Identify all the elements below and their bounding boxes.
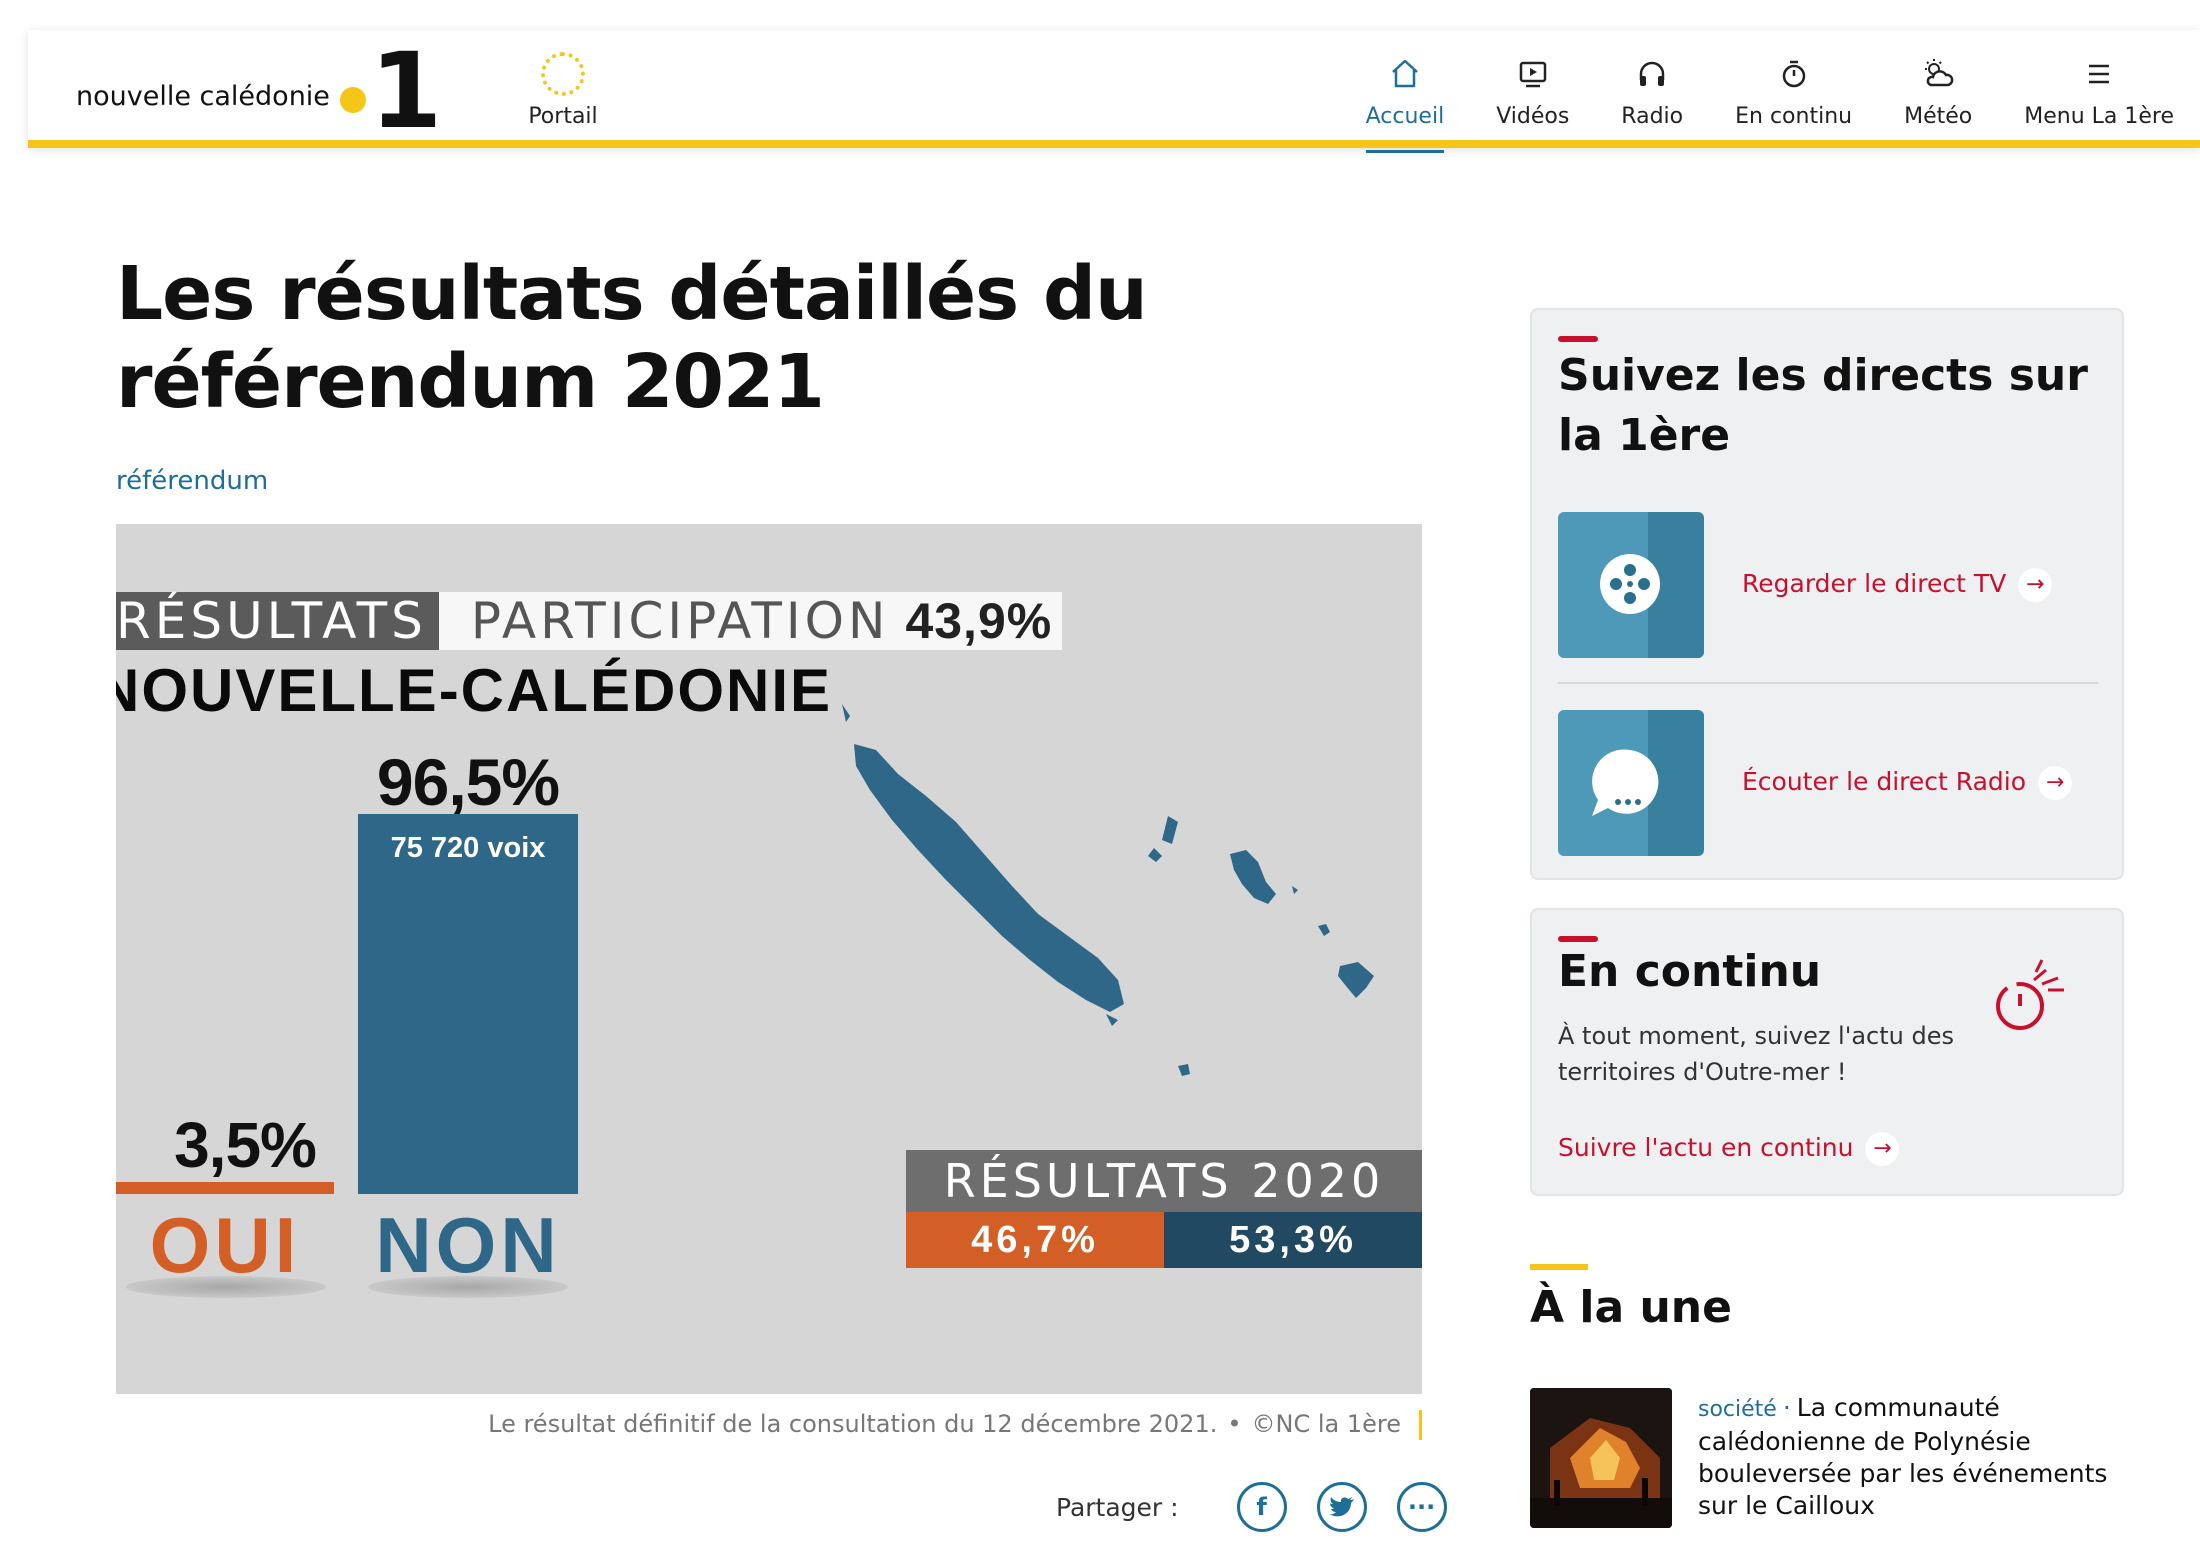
participation-value: 43,9% <box>905 593 1053 649</box>
home-icon <box>1392 59 1418 88</box>
results-2020-label: RÉSULTATS 2020 <box>906 1150 1422 1212</box>
a-la-une-accent <box>1530 1264 1588 1270</box>
new-caledonia-map <box>842 704 1374 1076</box>
news-thumbnail[interactable] <box>1530 1388 1672 1528</box>
card-accent <box>1558 936 1598 942</box>
directs-title: Suivez les directs sur la 1ère <box>1558 350 2088 461</box>
non-votes: 75 720 voix <box>390 832 546 864</box>
logo-text: nouvelle calédonie <box>76 80 330 112</box>
en-continu-description: À tout moment, suivez l'actu des territo… <box>1558 1022 1954 1086</box>
share-label: Partager : <box>1056 1492 1179 1522</box>
resultats-label: RÉSULTATS <box>116 592 439 650</box>
caption-separator: • <box>1227 1410 1242 1438</box>
en-continu-title: En continu <box>1558 946 1822 997</box>
arrow-right-icon: → <box>2038 766 2073 800</box>
direct-tv-row[interactable]: Regarder le direct TV → <box>1558 512 2098 658</box>
share-bar: Partager : f ··· <box>1056 1482 1447 1532</box>
news-item[interactable]: société · La communauté calédonienne de Po… <box>1698 1392 2118 1522</box>
portail-icon <box>541 52 585 96</box>
main-nav: Accueil Vidéos Radio En continu Météo Me… <box>1340 52 2200 153</box>
en-continu-card: En continu À tout moment, suivez l'actu … <box>1530 908 2124 1196</box>
nav-label: Accueil <box>1365 104 1445 129</box>
oui-shadow <box>126 1276 326 1298</box>
direct-radio-link[interactable]: Écouter le direct Radio → <box>1742 766 2073 800</box>
oui-bar <box>116 1182 334 1194</box>
nav-item-menu[interactable]: Menu La 1ère <box>1998 52 2200 148</box>
portail-label: Portail <box>528 104 598 129</box>
site-logo[interactable]: nouvelle calédonie 1 <box>76 30 443 152</box>
non-label: NON <box>375 1201 561 1289</box>
oui-label: OUI <box>149 1201 301 1289</box>
news-category[interactable]: société <box>1698 1397 1777 1422</box>
hamburger-menu-icon <box>2089 64 2110 84</box>
non-percentage: 96,5% <box>376 745 560 819</box>
logo-dot <box>339 87 366 113</box>
arrow-right-icon: → <box>1865 1132 1900 1166</box>
film-reel-icon <box>1600 512 1704 658</box>
facebook-share-button[interactable]: f <box>1236 1482 1287 1532</box>
nav-label: Météo <box>1904 104 1973 129</box>
nav-label: Radio <box>1621 104 1684 129</box>
logo-number: 1 <box>369 30 443 152</box>
direct-tv-label: Regarder le direct TV <box>1742 569 2007 598</box>
infographic-header: RÉSULTATS PARTICIPATION 43,9% <box>116 592 1063 650</box>
nav-item-videos[interactable]: Vidéos <box>1470 52 1595 148</box>
card-accent <box>1558 336 1598 342</box>
nav-item-radio[interactable]: Radio <box>1595 52 1709 148</box>
oui-percentage: 3,5% <box>174 1109 317 1181</box>
caption-credit: ©NC la 1ère <box>1251 1410 1401 1438</box>
caption-text: Le résultat définitif de la consultation… <box>488 1410 1218 1438</box>
en-continu-link-label: Suivre l'actu en continu <box>1558 1133 1854 1162</box>
divider <box>1558 682 2098 684</box>
direct-tv-link[interactable]: Regarder le direct TV → <box>1742 568 2053 602</box>
more-options-icon: ··· <box>1407 1493 1436 1521</box>
article-title: Les résultats détaillés du référendum 20… <box>116 251 1148 425</box>
portail-link[interactable]: Portail <box>508 52 618 129</box>
site-header: nouvelle calédonie 1 Portail Accueil Vid… <box>28 30 2200 153</box>
participation-box: PARTICIPATION 43,9% <box>438 592 1063 650</box>
tv-thumbnail <box>1558 512 1704 658</box>
stopwatch-icon <box>1782 60 1805 88</box>
caption-accent-bar <box>1419 1410 1422 1440</box>
more-share-button[interactable]: ··· <box>1396 1482 1447 1532</box>
twitter-icon <box>1328 1497 1354 1517</box>
fire-scene-image <box>1530 1388 1672 1528</box>
weather-icon <box>1925 59 1954 87</box>
stopwatch-icon <box>1996 959 2064 1030</box>
news-separator: · <box>1782 1393 1791 1422</box>
direct-radio-label: Écouter le direct Radio <box>1742 767 2027 796</box>
arrow-right-icon: → <box>2018 568 2053 602</box>
nav-label: Menu La 1ère <box>2024 104 2174 129</box>
nav-label: En continu <box>1735 104 1853 129</box>
a-la-une-title: À la une <box>1530 1282 1732 1333</box>
video-icon <box>1519 61 1546 88</box>
nav-item-en-continu[interactable]: En continu <box>1709 52 1878 148</box>
facebook-icon: f <box>1256 1493 1267 1521</box>
region-title: NOUVELLE-CALÉDONIE <box>116 657 833 724</box>
nav-item-accueil[interactable]: Accueil <box>1340 52 1471 153</box>
results-2020-oui: 46,7% <box>906 1212 1164 1268</box>
results-infographic: RÉSULTATS PARTICIPATION 43,9% NOUVELLE-CA… <box>116 524 1422 1394</box>
twitter-share-button[interactable] <box>1316 1482 1367 1532</box>
radio-thumbnail <box>1558 710 1704 856</box>
participation-label: PARTICIPATION <box>470 592 890 650</box>
non-bar: 75 720 voix <box>358 814 578 1194</box>
news-headline[interactable]: La communauté calédonienne de Polynésie … <box>1698 1393 2108 1520</box>
direct-radio-row[interactable]: Écouter le direct Radio → <box>1558 710 2098 856</box>
nav-label: Vidéos <box>1496 104 1570 129</box>
directs-card: Suivez les directs sur la 1ère Regarder … <box>1530 308 2124 880</box>
non-shadow <box>368 1276 568 1298</box>
results-2020-non: 53,3% <box>1164 1212 1422 1268</box>
nav-item-meteo[interactable]: Météo <box>1878 52 1998 148</box>
image-caption: Le résultat définitif de la consultation… <box>488 1410 1422 1440</box>
chat-bubble-icon <box>1592 710 1704 856</box>
headphones-icon <box>1639 61 1665 86</box>
article-tag-link[interactable]: référendum <box>116 466 269 496</box>
en-continu-link[interactable]: Suivre l'actu en continu → <box>1558 1132 1900 1166</box>
